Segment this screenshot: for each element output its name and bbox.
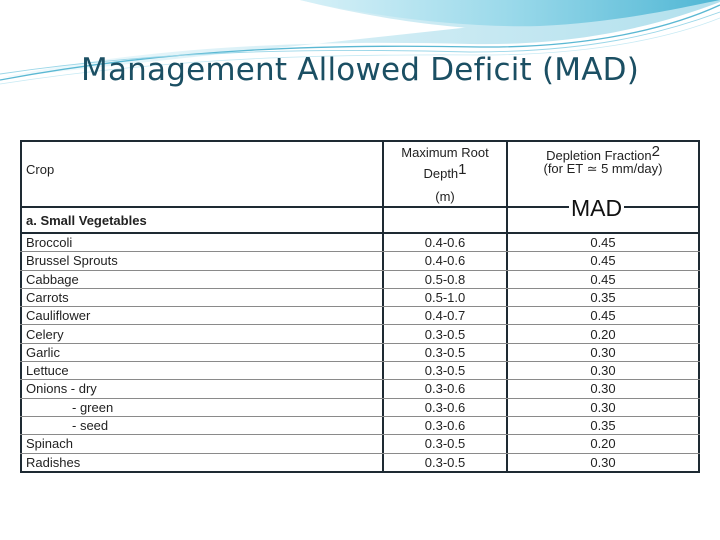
cell-crop: Radishes: [26, 454, 81, 470]
row-divider: [20, 379, 700, 381]
header-crop: Crop: [26, 162, 55, 177]
cell-crop: Spinach: [26, 436, 73, 452]
table-row: Cauliflower 0.4-0.7 0.45: [20, 307, 700, 326]
row-divider: [20, 287, 700, 289]
cell-depletion-fraction: 0.45: [590, 271, 616, 287]
cell-root-depth: 0.3-0.5: [424, 326, 466, 342]
table-border-bottom: [20, 471, 700, 473]
cell-root-depth: 0.3-0.5: [424, 344, 466, 360]
section-separator: [20, 232, 700, 234]
section-label: a. Small Vegetables: [26, 213, 147, 228]
cell-crop: Onions - dry: [26, 381, 97, 397]
row-divider: [20, 251, 700, 253]
row-divider: [20, 434, 700, 436]
cell-root-depth: 0.3-0.6: [424, 418, 466, 433]
cell-root-depth: 0.3-0.6: [424, 381, 466, 397]
header-root-depth-line2: Depth1: [384, 161, 506, 181]
row-divider: [20, 306, 700, 308]
table-row: Radishes 0.3-0.5 0.30: [20, 454, 700, 472]
row-divider: [20, 342, 700, 344]
cell-root-depth: 0.5-0.8: [424, 271, 466, 287]
cell-crop: Cabbage: [26, 271, 79, 287]
cell-depletion-fraction: 0.45: [590, 253, 616, 269]
cell-depletion-fraction: 0.30: [590, 399, 616, 415]
header-depletion-text: Depletion Fraction: [546, 148, 652, 163]
cell-crop: Carrots: [26, 289, 69, 305]
header-depletion-footnote: 2: [651, 143, 660, 160]
header-depletion-line2: (for ET ≃ 5 mm/day): [543, 161, 663, 176]
slide-title: Management Allowed Deficit (MAD): [81, 52, 639, 88]
header-depletion-line1: Depletion Fraction2: [508, 143, 698, 163]
cell-crop: Garlic: [26, 344, 60, 360]
header-root-depth-text: Depth: [423, 166, 459, 181]
cell-depletion-fraction: 0.30: [590, 454, 616, 470]
header-swoosh-decoration: [0, 0, 720, 85]
table-row: Cabbage 0.5-0.8 0.45: [20, 271, 700, 289]
table-row: Lettuce 0.3-0.5 0.30: [20, 362, 700, 381]
table-row: Brussel Sprouts 0.4-0.6 0.45: [20, 252, 700, 271]
cell-depletion-fraction: 0.30: [590, 344, 616, 360]
header-root-depth-footnote: 1: [458, 161, 467, 178]
cell-crop: Lettuce: [26, 363, 69, 379]
row-divider: [20, 452, 700, 454]
cell-depletion-fraction: 0.30: [590, 363, 616, 379]
cell-root-depth: 0.3-0.5: [424, 454, 466, 470]
header-root-depth-unit: (m): [435, 189, 455, 204]
cell-depletion-fraction: 0.30: [590, 381, 616, 397]
cell-depletion-fraction: 0.45: [590, 308, 616, 324]
cell-root-depth: 0.4-0.6: [424, 235, 466, 250]
table-row: Celery 0.3-0.5 0.20: [20, 326, 700, 344]
header-root-depth-line1: Maximum Root: [401, 145, 489, 160]
table-row: - seed 0.3-0.6 0.35: [20, 417, 700, 436]
header-separator: [20, 206, 700, 208]
cell-root-depth: 0.3-0.5: [424, 436, 466, 452]
cell-root-depth: 0.5-1.0: [424, 289, 466, 305]
row-divider: [20, 397, 700, 399]
cell-crop: - green: [72, 399, 114, 415]
table-border-top: [20, 140, 700, 142]
table-row: Carrots 0.5-1.0 0.35: [20, 289, 700, 308]
table-row: Spinach 0.3-0.5 0.20: [20, 435, 700, 454]
row-divider: [20, 269, 700, 271]
cell-depletion-fraction: 0.20: [590, 326, 616, 342]
table-row: Onions - dry 0.3-0.6 0.30: [20, 380, 700, 399]
table-row: - green 0.3-0.6 0.30: [20, 399, 700, 417]
cell-depletion-fraction: 0.45: [590, 235, 616, 250]
cell-depletion-fraction: 0.20: [590, 436, 616, 452]
cell-crop: Cauliflower: [26, 308, 91, 324]
table-row: Garlic 0.3-0.5 0.30: [20, 344, 700, 363]
cell-crop: Brussel Sprouts: [26, 253, 118, 269]
cell-depletion-fraction: 0.35: [590, 289, 616, 305]
row-divider: [20, 324, 700, 326]
cell-crop: Broccoli: [26, 235, 73, 250]
cell-crop: Celery: [26, 326, 64, 342]
cell-crop: - seed: [72, 418, 109, 433]
row-divider: [20, 361, 700, 363]
cell-root-depth: 0.4-0.6: [424, 253, 466, 269]
cell-root-depth: 0.4-0.7: [424, 308, 466, 324]
mad-overlay-label: MAD: [569, 195, 625, 222]
cell-depletion-fraction: 0.35: [590, 418, 616, 433]
cell-root-depth: 0.3-0.5: [424, 363, 466, 379]
row-divider: [20, 415, 700, 417]
table-row: Broccoli 0.4-0.6 0.45: [20, 234, 700, 253]
crop-mad-table: Crop Maximum Root Depth1 (m) Depletion F…: [20, 140, 700, 473]
cell-root-depth: 0.3-0.6: [424, 399, 466, 415]
